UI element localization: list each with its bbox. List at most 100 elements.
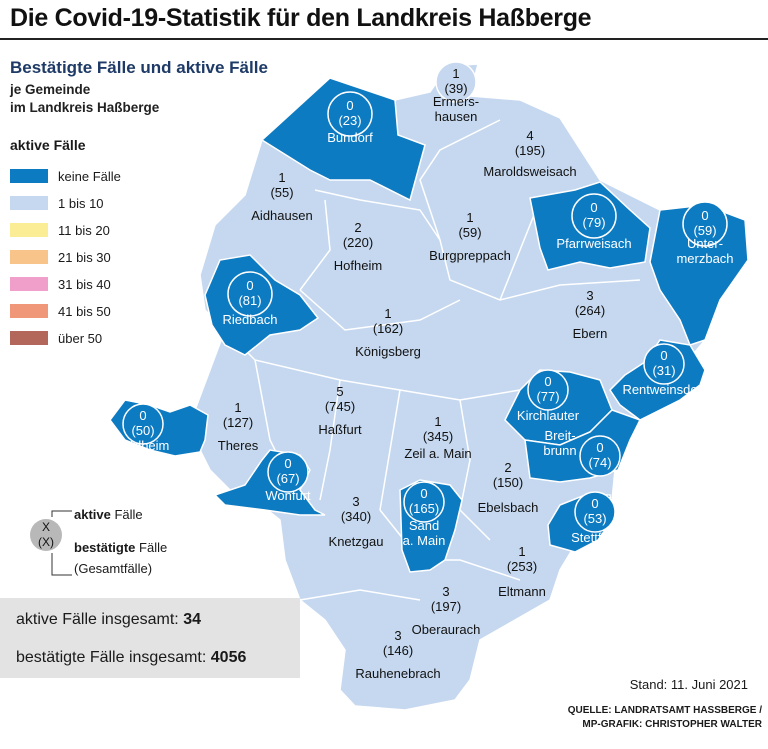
confirmed-count: (253) bbox=[507, 559, 537, 574]
confirmed-count: (53) bbox=[583, 511, 606, 526]
confirmed-count: (220) bbox=[343, 235, 373, 250]
key-symbol-top: X bbox=[42, 520, 50, 534]
municipality-aidhausen: 1(55) Aidhausen bbox=[251, 170, 312, 223]
value-circle bbox=[227, 271, 273, 317]
municipality-name: Stettfeld bbox=[571, 530, 619, 545]
active-count: 0 bbox=[246, 278, 253, 293]
active-count: 0 bbox=[660, 348, 667, 363]
legend-swatch bbox=[10, 196, 48, 210]
active-count: 3 bbox=[352, 494, 359, 509]
municipality-ebelsbach: 2(150) Ebelsbach bbox=[478, 460, 539, 515]
confirmed-count: (79) bbox=[582, 215, 605, 230]
municipality-name: Eltmann bbox=[498, 584, 546, 599]
key-active-label: aktive Fälle bbox=[74, 507, 143, 522]
value-circle bbox=[574, 491, 616, 533]
total-active: aktive Fälle insgesamt: 34 bbox=[16, 611, 201, 628]
confirmed-count: (59) bbox=[693, 223, 716, 238]
municipality-breit: 0(74) Breit-brunn bbox=[543, 428, 621, 477]
confirmed-count: (50) bbox=[131, 423, 154, 438]
value-circle bbox=[327, 91, 373, 137]
municipality-name: Gädheim bbox=[117, 438, 170, 453]
confirmed-count: (165) bbox=[409, 501, 439, 516]
municipality-name: Maroldsweisach bbox=[483, 164, 576, 179]
legend-item: über 50 bbox=[10, 328, 102, 348]
municipality-unter: 0(59)Unter-merzbach bbox=[676, 201, 734, 266]
municipality-eltmann: 1(253) Eltmann bbox=[498, 544, 546, 599]
active-count: 4 bbox=[526, 128, 533, 143]
page-title: Die Covid-19-Statistik für den Landkreis… bbox=[10, 4, 592, 32]
municipality-name: Unter- bbox=[687, 236, 723, 251]
municipality-name: Theres bbox=[218, 438, 259, 453]
source-credit: QUELLE: LANDRATSAMT HASSBERGE / MP-GRAFI… bbox=[567, 705, 762, 730]
active-count: 1 bbox=[234, 400, 241, 415]
municipality-rentweinsdorf: 0(31) Rentweinsdorf bbox=[622, 343, 706, 397]
active-count: 0 bbox=[284, 456, 291, 471]
value-circle bbox=[527, 369, 569, 411]
municipality-name: Pfarrweisach bbox=[556, 236, 631, 251]
legend-title: aktive Fälle bbox=[10, 137, 86, 153]
confirmed-count: (67) bbox=[276, 471, 299, 486]
active-count: 1 bbox=[434, 414, 441, 429]
active-count: 2 bbox=[354, 220, 361, 235]
legend-item: keine Fälle bbox=[10, 166, 121, 186]
active-count: 3 bbox=[442, 584, 449, 599]
value-circle bbox=[435, 61, 477, 103]
municipality-ebern: 3(264) Ebern bbox=[573, 288, 608, 341]
municipality-name: Burgpreppach bbox=[429, 248, 511, 263]
municipality-name: Ermers- bbox=[433, 94, 479, 109]
confirmed-count: (39) bbox=[444, 81, 467, 96]
confirmed-count: (74) bbox=[588, 455, 611, 470]
municipality-haßfurt: 5(745) Haßfurt bbox=[318, 384, 362, 437]
active-count: 0 bbox=[420, 486, 427, 501]
legend-label: 31 bis 40 bbox=[58, 276, 111, 292]
active-count: 1 bbox=[466, 210, 473, 225]
confirmed-count: (340) bbox=[341, 509, 371, 524]
active-count: 0 bbox=[596, 440, 603, 455]
confirmed-count: (127) bbox=[223, 415, 253, 430]
municipality-name: Riedbach bbox=[223, 312, 278, 327]
municipality-knetzgau: 3(340) Knetzgau bbox=[329, 494, 384, 549]
municipality-name: Kirchlauter bbox=[517, 408, 580, 423]
symbol-key: X (X) aktive Fälle bestätigte Fälle (Ges… bbox=[30, 505, 250, 585]
legend-item: 31 bis 40 bbox=[10, 274, 111, 294]
municipality-name-line2: a. Main bbox=[403, 533, 446, 548]
municipality-name: Rentweinsdorf bbox=[622, 382, 705, 397]
confirmed-count: (77) bbox=[536, 389, 559, 404]
municipality-burgpreppach: 1(59) Burgpreppach bbox=[429, 210, 511, 263]
municipality-name: Ebelsbach bbox=[478, 500, 539, 515]
municipality-gädheim: 0(50)Gädheim bbox=[117, 403, 170, 453]
municipality-maroldsweisach: 4(195) Maroldsweisach bbox=[483, 128, 576, 179]
active-count: 5 bbox=[336, 384, 343, 399]
legend-item: 21 bis 30 bbox=[10, 247, 111, 267]
legend-label: über 50 bbox=[58, 330, 103, 346]
active-count: 0 bbox=[701, 208, 708, 223]
active-count: 0 bbox=[139, 408, 146, 423]
municipality-ermers: 1(39)Ermers-hausen bbox=[433, 61, 479, 124]
map-subtitle-line2: je Gemeinde bbox=[10, 82, 91, 97]
active-count: 0 bbox=[544, 374, 551, 389]
legend-swatch bbox=[10, 169, 48, 183]
municipality-name: Bundorf bbox=[327, 130, 373, 145]
map-subtitle-line3: im Landkreis Haßberge bbox=[10, 100, 160, 115]
municipality-name: Wonfurt bbox=[265, 488, 311, 503]
municipality-name: Königsberg bbox=[355, 344, 421, 359]
legend-swatch bbox=[10, 331, 48, 345]
municipality-name: Haßfurt bbox=[318, 422, 362, 437]
active-count: 0 bbox=[346, 98, 353, 113]
active-count: 2 bbox=[504, 460, 511, 475]
municipality-zeilamain: 1(345) Zeil a. Main bbox=[404, 414, 471, 461]
legend-swatch bbox=[10, 223, 48, 237]
active-count: 3 bbox=[586, 288, 593, 303]
active-count: 0 bbox=[590, 200, 597, 215]
date-stand: Stand: 11. Juni 2021 bbox=[629, 677, 748, 692]
legend-label: keine Fälle bbox=[58, 168, 121, 184]
value-circle bbox=[682, 201, 728, 247]
confirmed-count: (745) bbox=[325, 399, 355, 414]
key-confirmed-label: bestätigte Fälle bbox=[74, 540, 168, 555]
municipality-name: Rauhenebrach bbox=[355, 666, 440, 681]
municipality-stettfeld: 0(53) Stettfeld bbox=[571, 491, 619, 545]
value-circle bbox=[267, 451, 309, 493]
municipality-name-line2: brunn bbox=[543, 443, 576, 458]
legend-item: 11 bis 20 bbox=[10, 220, 110, 240]
